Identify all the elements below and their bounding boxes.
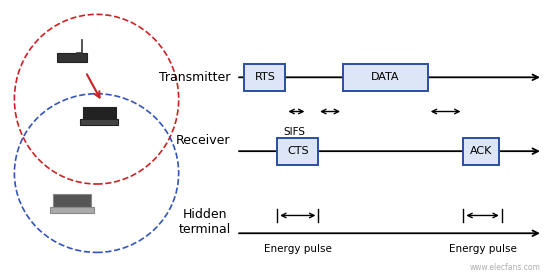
- Text: Transmitter: Transmitter: [159, 71, 231, 84]
- Text: Energy pulse: Energy pulse: [264, 244, 332, 254]
- Bar: [57, 53, 87, 62]
- Bar: [80, 119, 119, 125]
- Text: Receiver: Receiver: [176, 134, 231, 147]
- Text: DATA: DATA: [371, 72, 400, 82]
- Text: Hidden
terminal: Hidden terminal: [178, 208, 231, 236]
- Text: CTS: CTS: [287, 146, 309, 156]
- Bar: [83, 108, 116, 120]
- Text: Energy pulse: Energy pulse: [449, 244, 517, 254]
- Bar: [343, 64, 428, 91]
- Text: SIFS: SIFS: [284, 126, 306, 137]
- Bar: [244, 64, 285, 91]
- Text: ACK: ACK: [470, 146, 492, 156]
- Text: RTS: RTS: [255, 72, 276, 82]
- Bar: [277, 138, 318, 165]
- Bar: [53, 194, 91, 207]
- Bar: [50, 207, 94, 213]
- Bar: [463, 138, 499, 165]
- Text: www.elecfans.com: www.elecfans.com: [469, 263, 540, 272]
